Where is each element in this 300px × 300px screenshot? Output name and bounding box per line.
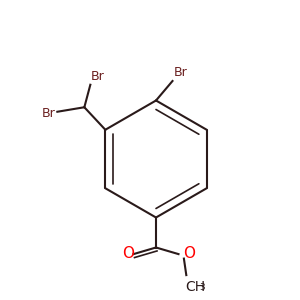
Text: O: O	[183, 246, 195, 261]
Text: Br: Br	[174, 66, 188, 79]
Text: CH: CH	[185, 280, 205, 294]
Text: $_3$: $_3$	[199, 280, 206, 292]
Text: Br: Br	[90, 70, 104, 83]
Text: Br: Br	[42, 107, 56, 120]
Text: O: O	[122, 246, 134, 261]
